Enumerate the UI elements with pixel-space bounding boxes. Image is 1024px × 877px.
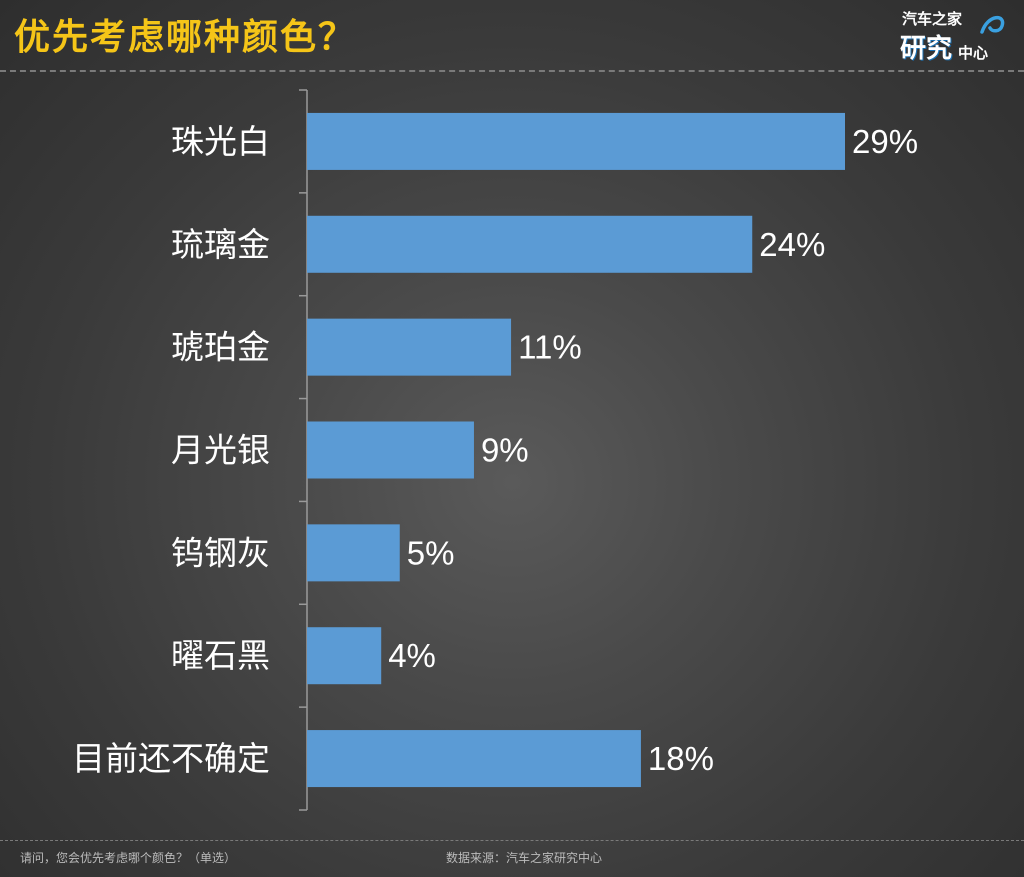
value-label: 29%: [852, 123, 918, 160]
logo-text-line3: 中心: [958, 44, 989, 62]
autohome-research-logo: 汽车之家 研究 中心: [896, 6, 1014, 64]
value-label: 24%: [759, 226, 825, 263]
data-source: 数据来源：汽车之家研究中心: [445, 851, 602, 865]
swoosh-icon: [980, 16, 1005, 34]
survey-question: 请问，您会优先考虑哪个颜色？（单选）: [20, 851, 237, 865]
category-label: 钨钢灰: [171, 533, 270, 572]
bar: [307, 524, 400, 582]
category-label: 目前还不确定: [72, 739, 270, 778]
header-divider: [0, 70, 1024, 72]
category-label: 月光银: [171, 431, 270, 470]
value-label: 5%: [407, 534, 455, 571]
logo-text-line2: 研究: [900, 34, 953, 64]
bar: [307, 730, 641, 788]
category-label: 曜石黑: [171, 636, 270, 675]
page-title: 优先考虑哪种颜色？: [14, 17, 357, 58]
category-label: 珠光白: [171, 122, 270, 161]
value-label: 11%: [518, 329, 582, 366]
bar: [307, 421, 474, 479]
bar: [307, 112, 845, 170]
bar: [307, 627, 382, 685]
category-label: 琉璃金: [171, 225, 270, 264]
bar: [307, 215, 753, 273]
value-label: 18%: [648, 740, 714, 777]
value-label: 9%: [481, 432, 529, 469]
bar: [307, 318, 512, 376]
category-label: 琥珀金: [171, 328, 270, 367]
value-label: 4%: [388, 637, 436, 674]
footer-divider: [0, 840, 1024, 841]
logo-text-line1: 汽车之家: [902, 10, 963, 28]
